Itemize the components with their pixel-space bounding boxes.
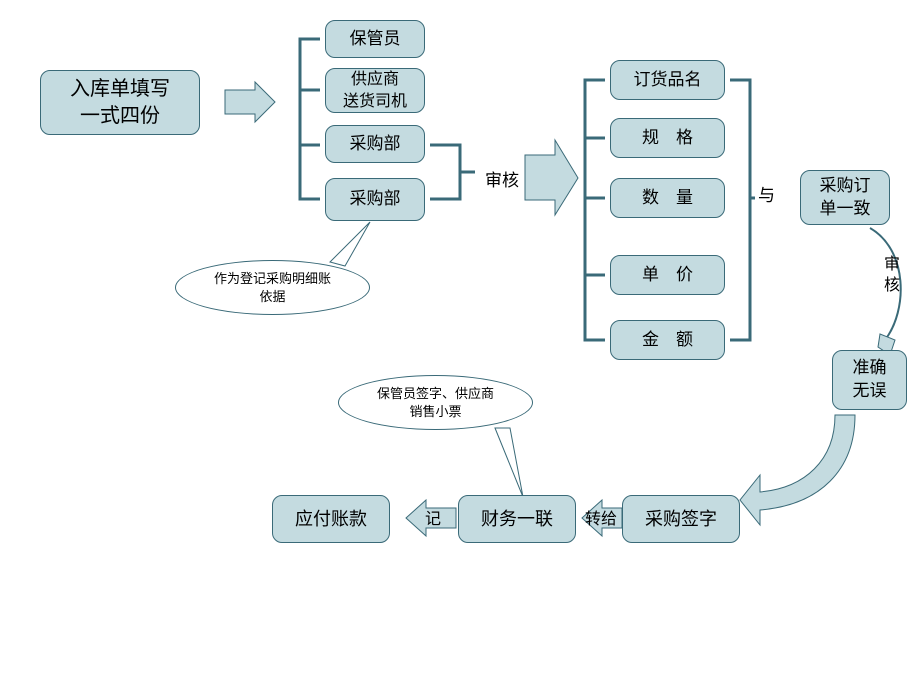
node-confirmed-text: 准确无误 xyxy=(853,357,887,403)
curve-to-sign xyxy=(740,415,855,525)
label-audit2-text: 审核 xyxy=(884,256,900,294)
node-copy1: 保管员 xyxy=(325,20,425,58)
node-field3: 数 量 xyxy=(610,178,725,218)
label-with: 与 xyxy=(758,185,775,207)
node-copy1-text: 保管员 xyxy=(350,28,401,51)
node-field3-text: 数 量 xyxy=(642,187,693,210)
label-audit2: 审核 xyxy=(884,255,900,297)
node-confirmed: 准确无误 xyxy=(832,350,907,410)
callout1: 作为登记采购明细账依据 xyxy=(175,260,370,315)
label-with-text: 与 xyxy=(758,186,775,205)
callout1-text: 作为登记采购明细账依据 xyxy=(214,270,331,305)
node-field4-text: 单 价 xyxy=(642,264,693,287)
arrow-start-to-copies xyxy=(225,82,275,122)
node-po-match-text: 采购订单一致 xyxy=(820,175,871,221)
node-copy4: 采购部 xyxy=(325,178,425,221)
node-field5-text: 金 额 xyxy=(642,329,693,352)
node-copy3: 采购部 xyxy=(325,125,425,163)
label-record: 记 xyxy=(425,510,441,531)
node-field2-text: 规 格 xyxy=(642,127,693,150)
node-po-match: 采购订单一致 xyxy=(800,170,890,225)
node-start: 入库单填写一式四份 xyxy=(40,70,200,135)
node-finance-text: 财务一联 xyxy=(481,507,553,531)
arrow-audit xyxy=(525,140,578,215)
callout1-tail xyxy=(330,222,370,266)
label-transfer: 转给 xyxy=(585,510,617,531)
node-copy4-text: 采购部 xyxy=(350,188,401,211)
bracket-fields-left xyxy=(585,80,605,340)
node-field2: 规 格 xyxy=(610,118,725,158)
callout2-text: 保管员签字、供应商销售小票 xyxy=(377,385,494,420)
node-start-text: 入库单填写一式四份 xyxy=(70,76,170,130)
node-payable: 应付账款 xyxy=(272,495,390,543)
label-audit: 审核 xyxy=(485,170,519,192)
label-record-text: 记 xyxy=(425,511,441,528)
node-payable-text: 应付账款 xyxy=(295,507,367,531)
label-transfer-text: 转给 xyxy=(585,511,617,528)
node-copy3-text: 采购部 xyxy=(350,133,401,156)
node-sign-text: 采购签字 xyxy=(645,507,717,531)
bracket-audit-in xyxy=(430,145,475,199)
node-finance: 财务一联 xyxy=(458,495,576,543)
node-field1-text: 订货品名 xyxy=(634,69,702,92)
node-field5: 金 额 xyxy=(610,320,725,360)
node-field1: 订货品名 xyxy=(610,60,725,100)
node-copy2: 供应商送货司机 xyxy=(325,68,425,113)
node-sign: 采购签字 xyxy=(622,495,740,543)
callout2: 保管员签字、供应商销售小票 xyxy=(338,375,533,430)
callout2-tail xyxy=(495,428,523,497)
bracket-copies xyxy=(300,39,320,199)
bracket-fields-right xyxy=(730,80,755,340)
label-audit-text: 审核 xyxy=(485,171,519,190)
node-field4: 单 价 xyxy=(610,255,725,295)
node-copy2-text: 供应商送货司机 xyxy=(343,69,407,112)
